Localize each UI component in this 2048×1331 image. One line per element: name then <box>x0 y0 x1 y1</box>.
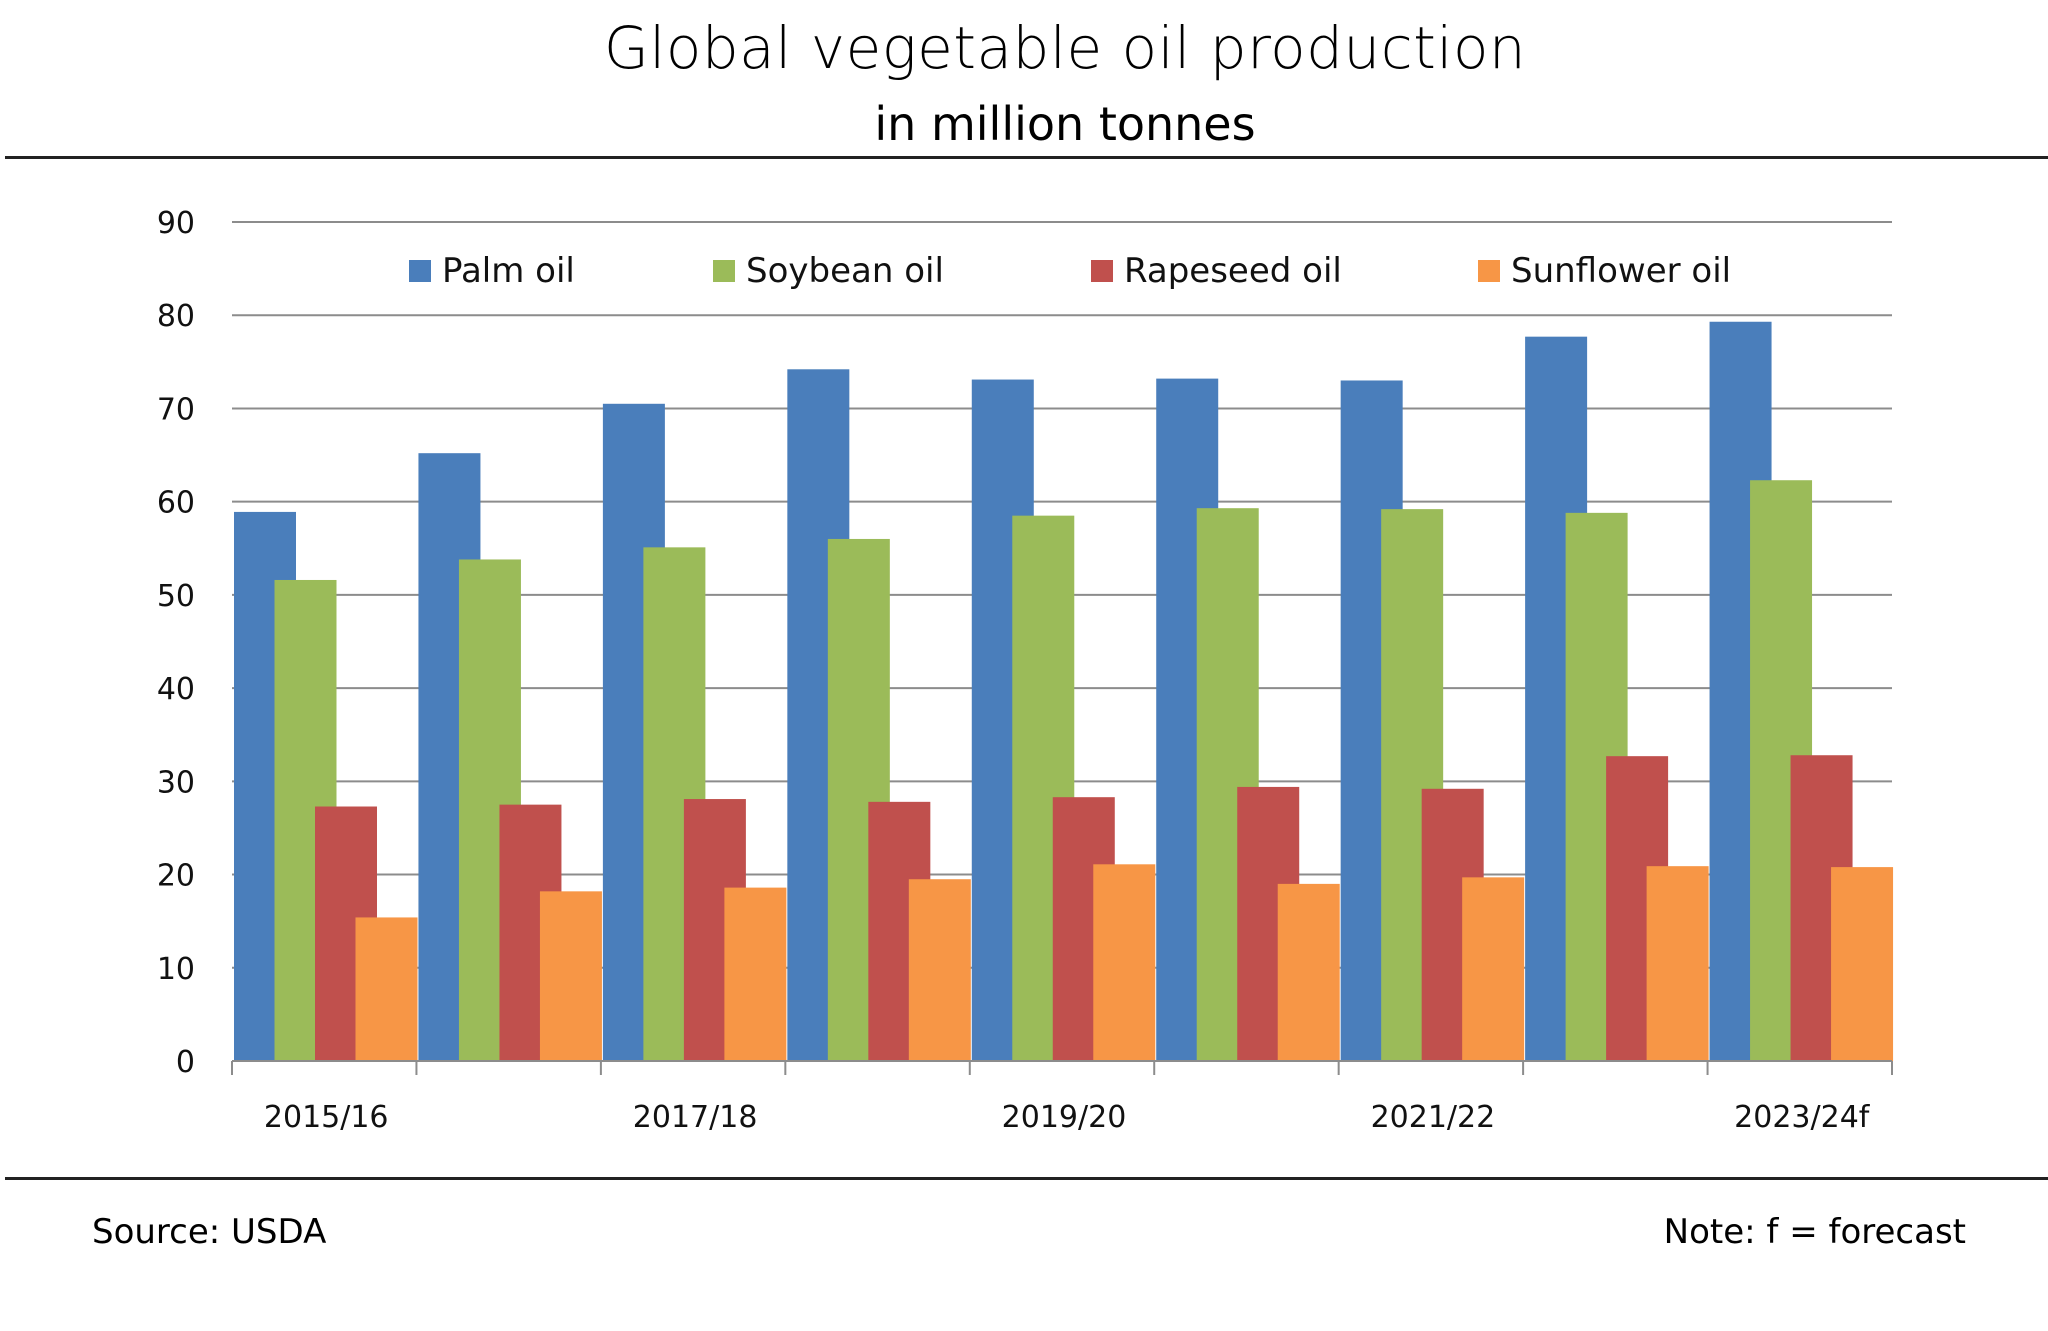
bar-sunflower-oil-2016/17 <box>539 891 602 1061</box>
y-tick-label: 20 <box>157 859 195 894</box>
bar-sunflower-oil-2021/22 <box>1462 877 1525 1061</box>
legend-swatch-soybean-oil <box>713 260 735 282</box>
y-tick-label: 80 <box>157 299 195 334</box>
y-tick-label: 60 <box>157 486 195 521</box>
y-tick-label: 30 <box>157 765 195 800</box>
x-tick-label: 2019/20 <box>1002 1100 1127 1135</box>
axes: 0 10 20 30 40 50 60 70 80 90 2015/16 2017/18 2019/20… <box>157 206 1893 1135</box>
legend: Palm oil Soybean oil Rapeseed oil Sunflower… <box>409 251 1731 291</box>
legend-label: Soybean oil <box>746 251 944 291</box>
bar-sunflower-oil-2020/21 <box>1277 883 1340 1061</box>
y-tick-label: 10 <box>157 952 195 987</box>
bar-sunflower-oil-2017/18 <box>724 887 787 1061</box>
legend-label: Sunflower oil <box>1511 251 1731 291</box>
bar-sunflower-oil-2019/20 <box>1093 864 1156 1061</box>
legend-swatch-sunflower-oil <box>1478 260 1500 282</box>
source-note: Source: USDA <box>92 1212 327 1252</box>
bar-sunflower-oil-2018/19 <box>908 879 971 1061</box>
bottom-divider <box>5 1177 2048 1180</box>
bar-sunflower-oil-2023/24f <box>1831 867 1894 1061</box>
bars <box>234 321 1894 1062</box>
chart-title: Global vegetable oil production <box>603 14 1527 82</box>
x-tick-label: 2017/18 <box>633 1100 758 1135</box>
y-tick-label: 40 <box>157 672 195 707</box>
legend-swatch-rapeseed-oil <box>1091 260 1113 282</box>
top-divider <box>5 156 2048 159</box>
bar-sunflower-oil-2015/16 <box>355 917 418 1061</box>
legend-label: Rapeseed oil <box>1124 251 1342 291</box>
bar-sunflower-oil-2022/23 <box>1646 866 1709 1061</box>
forecast-note: Note: f = forecast <box>1663 1212 1966 1252</box>
y-tick-label: 90 <box>157 206 195 241</box>
x-tick-label: 2021/22 <box>1371 1100 1496 1135</box>
y-tick-label: 70 <box>157 392 195 427</box>
x-tick-label: 2015/16 <box>264 1100 389 1135</box>
legend-label: Palm oil <box>442 251 575 291</box>
legend-swatch-palm-oil <box>409 260 431 282</box>
x-tick-label: 2023/24f <box>1734 1100 1871 1135</box>
y-tick-label: 0 <box>176 1045 195 1080</box>
y-tick-label: 50 <box>157 579 195 614</box>
chart-subtitle: in million tonnes <box>874 97 1256 151</box>
